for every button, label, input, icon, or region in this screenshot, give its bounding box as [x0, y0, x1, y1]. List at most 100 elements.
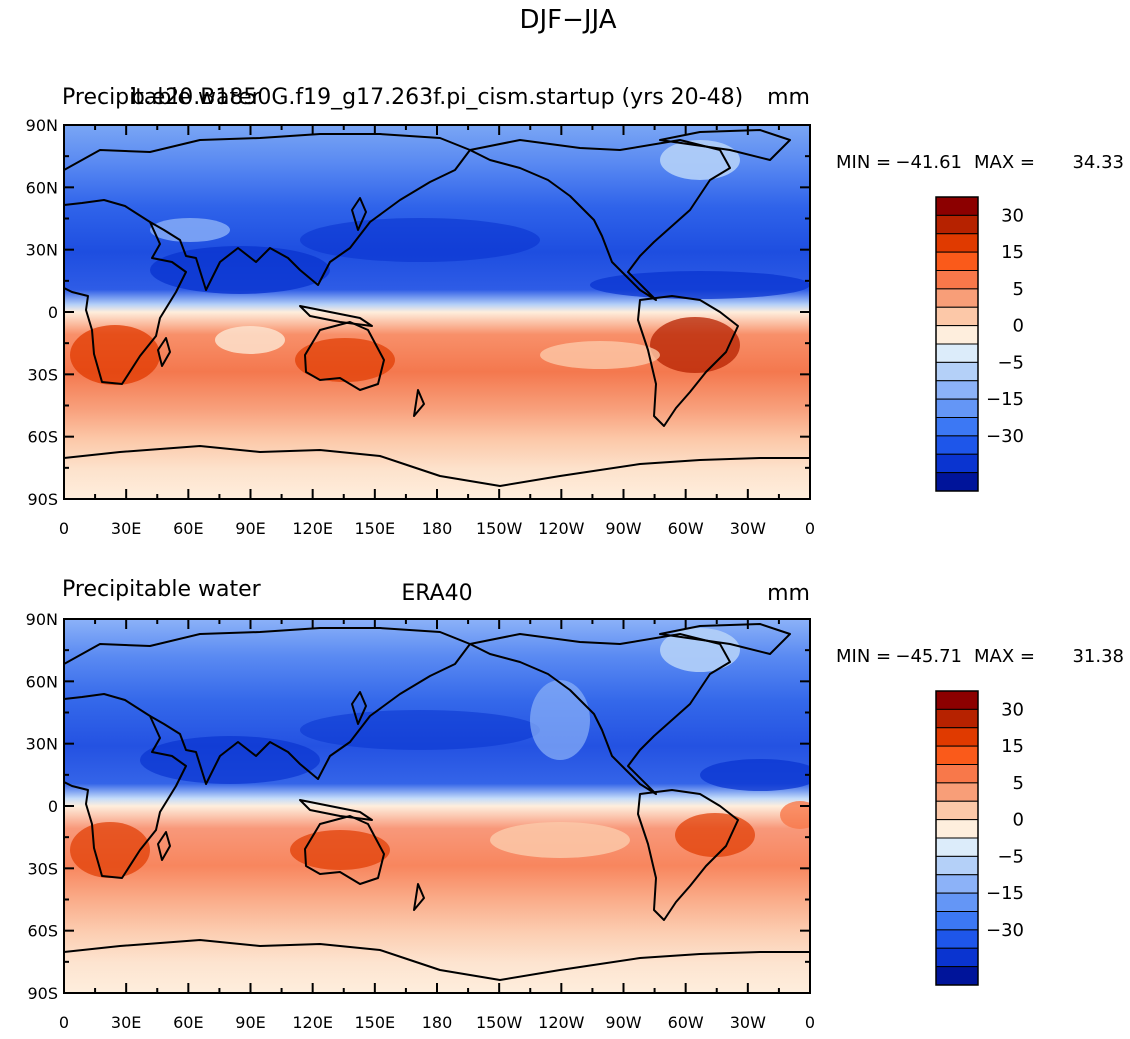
- colorbar-swatch: [935, 288, 979, 308]
- colorbar-swatch: [935, 800, 979, 821]
- colorbar-swatch: [935, 270, 979, 290]
- colorbar-swatch: [935, 745, 979, 765]
- colorbar-tick-label: −5: [997, 846, 1024, 867]
- stats-min-value: −45.71: [895, 646, 962, 667]
- colorbar-swatch: [935, 855, 979, 876]
- colorbar-tick-label: 15: [1001, 736, 1024, 757]
- colorbar-swatch: [935, 727, 979, 747]
- lon-tick-label: 30E: [111, 1013, 141, 1032]
- deep-blue-patch: [590, 271, 810, 299]
- lat-tick-label: 60S: [27, 922, 58, 941]
- lon-tick-label: 30W: [730, 519, 766, 538]
- panel-left-title: Precipitable water: [62, 577, 262, 602]
- lon-tick-label: 30E: [111, 519, 141, 538]
- lon-tick-label: 90E: [235, 519, 265, 538]
- lat-tick-label: 0: [48, 797, 58, 816]
- lon-tick-label: 120W: [538, 519, 585, 538]
- stats-min-label: MIN =: [836, 646, 891, 667]
- lon-tick-label: 150E: [355, 519, 396, 538]
- map-field: [64, 619, 810, 993]
- colorbar-frame: [935, 690, 979, 986]
- lat-tick-label: 30S: [27, 365, 58, 384]
- stats-max-value: 34.33: [1072, 152, 1124, 173]
- lon-tick-label: 120E: [292, 1013, 333, 1032]
- colorbar-swatch: [935, 472, 979, 492]
- coastlines: [64, 129, 810, 487]
- colorbar-swatch: [935, 380, 979, 400]
- colorbar-frame: [935, 196, 979, 492]
- colorbar-swatch: [935, 892, 979, 912]
- map-field: [64, 125, 810, 499]
- colorbar-swatch: [935, 361, 979, 382]
- panel-units: mm: [767, 581, 810, 606]
- lon-tick-label: 0: [59, 519, 69, 538]
- light-blue-patch: [660, 628, 740, 672]
- colorbar-tick-label: 30: [1001, 699, 1024, 720]
- lon-tick-label: 0: [59, 1013, 69, 1032]
- lon-tick-label: 60W: [668, 519, 704, 538]
- red-patch: [290, 830, 390, 870]
- colorbar-swatch: [935, 417, 979, 437]
- colorbar: 30 15 5 0 −5 −15 −30: [935, 690, 1024, 986]
- colorbar-swatch: [935, 325, 979, 345]
- red-patch: [650, 317, 740, 373]
- lat-tick-label: 30N: [26, 735, 58, 754]
- deep-blue-patch: [300, 218, 540, 262]
- colorbar-swatch: [935, 874, 979, 894]
- colorbar-swatch: [935, 306, 979, 327]
- deep-blue-patch: [300, 710, 540, 750]
- colorbar-swatch: [935, 214, 979, 235]
- lat-tick-label: 90S: [27, 984, 58, 1003]
- lon-tick-label: 150W: [476, 519, 523, 538]
- lat-tick-label: 90S: [27, 490, 58, 509]
- colorbar: 30 15 5 0 −5 −15 −30: [935, 196, 1024, 492]
- light-blue-patch: [530, 680, 590, 760]
- red-patch: [70, 325, 160, 385]
- colorbar-swatch: [935, 929, 979, 949]
- lat-tick-label: 90N: [26, 116, 58, 135]
- deep-blue-patch: [140, 736, 320, 784]
- red-patch: [675, 813, 755, 857]
- colorbar-tick-label: −5: [997, 352, 1024, 373]
- lon-tick-label: 120E: [292, 519, 333, 538]
- pale-patch: [490, 822, 630, 858]
- panel-left-title: Precipitable water: [62, 85, 262, 110]
- colorbar-swatch: [935, 911, 979, 931]
- colorbar-tick-label: 0: [1013, 316, 1024, 337]
- coastlines: [64, 623, 810, 981]
- colorbar-tick-label: −30: [986, 920, 1024, 941]
- colorbar-tick-label: 30: [1001, 205, 1024, 226]
- colorbar-swatch: [935, 398, 979, 418]
- lon-tick-label: 150E: [355, 1013, 396, 1032]
- colorbar-swatch: [935, 435, 979, 455]
- light-blue-patch: [150, 218, 230, 242]
- colorbar-swatch: [935, 782, 979, 802]
- colorbar-tick-label: 5: [1013, 773, 1024, 794]
- deep-blue-patch: [700, 759, 810, 791]
- colorbar-swatch: [935, 251, 979, 271]
- lon-tick-label: 90E: [235, 1013, 265, 1032]
- lon-tick-label: 60E: [173, 1013, 203, 1032]
- lon-tick-label: 60E: [173, 519, 203, 538]
- colorbar-tick-label: 5: [1013, 279, 1024, 300]
- lat-tick-label: 90N: [26, 610, 58, 629]
- panel-center-title: ERA40: [401, 581, 472, 606]
- lon-tick-label: 150W: [476, 1013, 523, 1032]
- lat-tick-label: 30N: [26, 241, 58, 260]
- colorbar-swatch: [935, 453, 979, 474]
- lat-tick-label: 60N: [26, 178, 58, 197]
- stats-min-label: MIN =: [836, 152, 891, 173]
- stats-min-value: −41.61: [895, 152, 962, 173]
- deep-blue-patch: [150, 246, 330, 294]
- lon-tick-label: 180: [422, 1013, 453, 1032]
- colorbar-swatch: [935, 708, 979, 729]
- lat-tick-label: 60N: [26, 672, 58, 691]
- colorbar-tick-label: −15: [986, 883, 1024, 904]
- colorbar-tick-label: 0: [1013, 810, 1024, 831]
- colorbar-swatch: [935, 837, 979, 857]
- colorbar-swatch: [935, 690, 979, 710]
- lon-tick-label: 30W: [730, 1013, 766, 1032]
